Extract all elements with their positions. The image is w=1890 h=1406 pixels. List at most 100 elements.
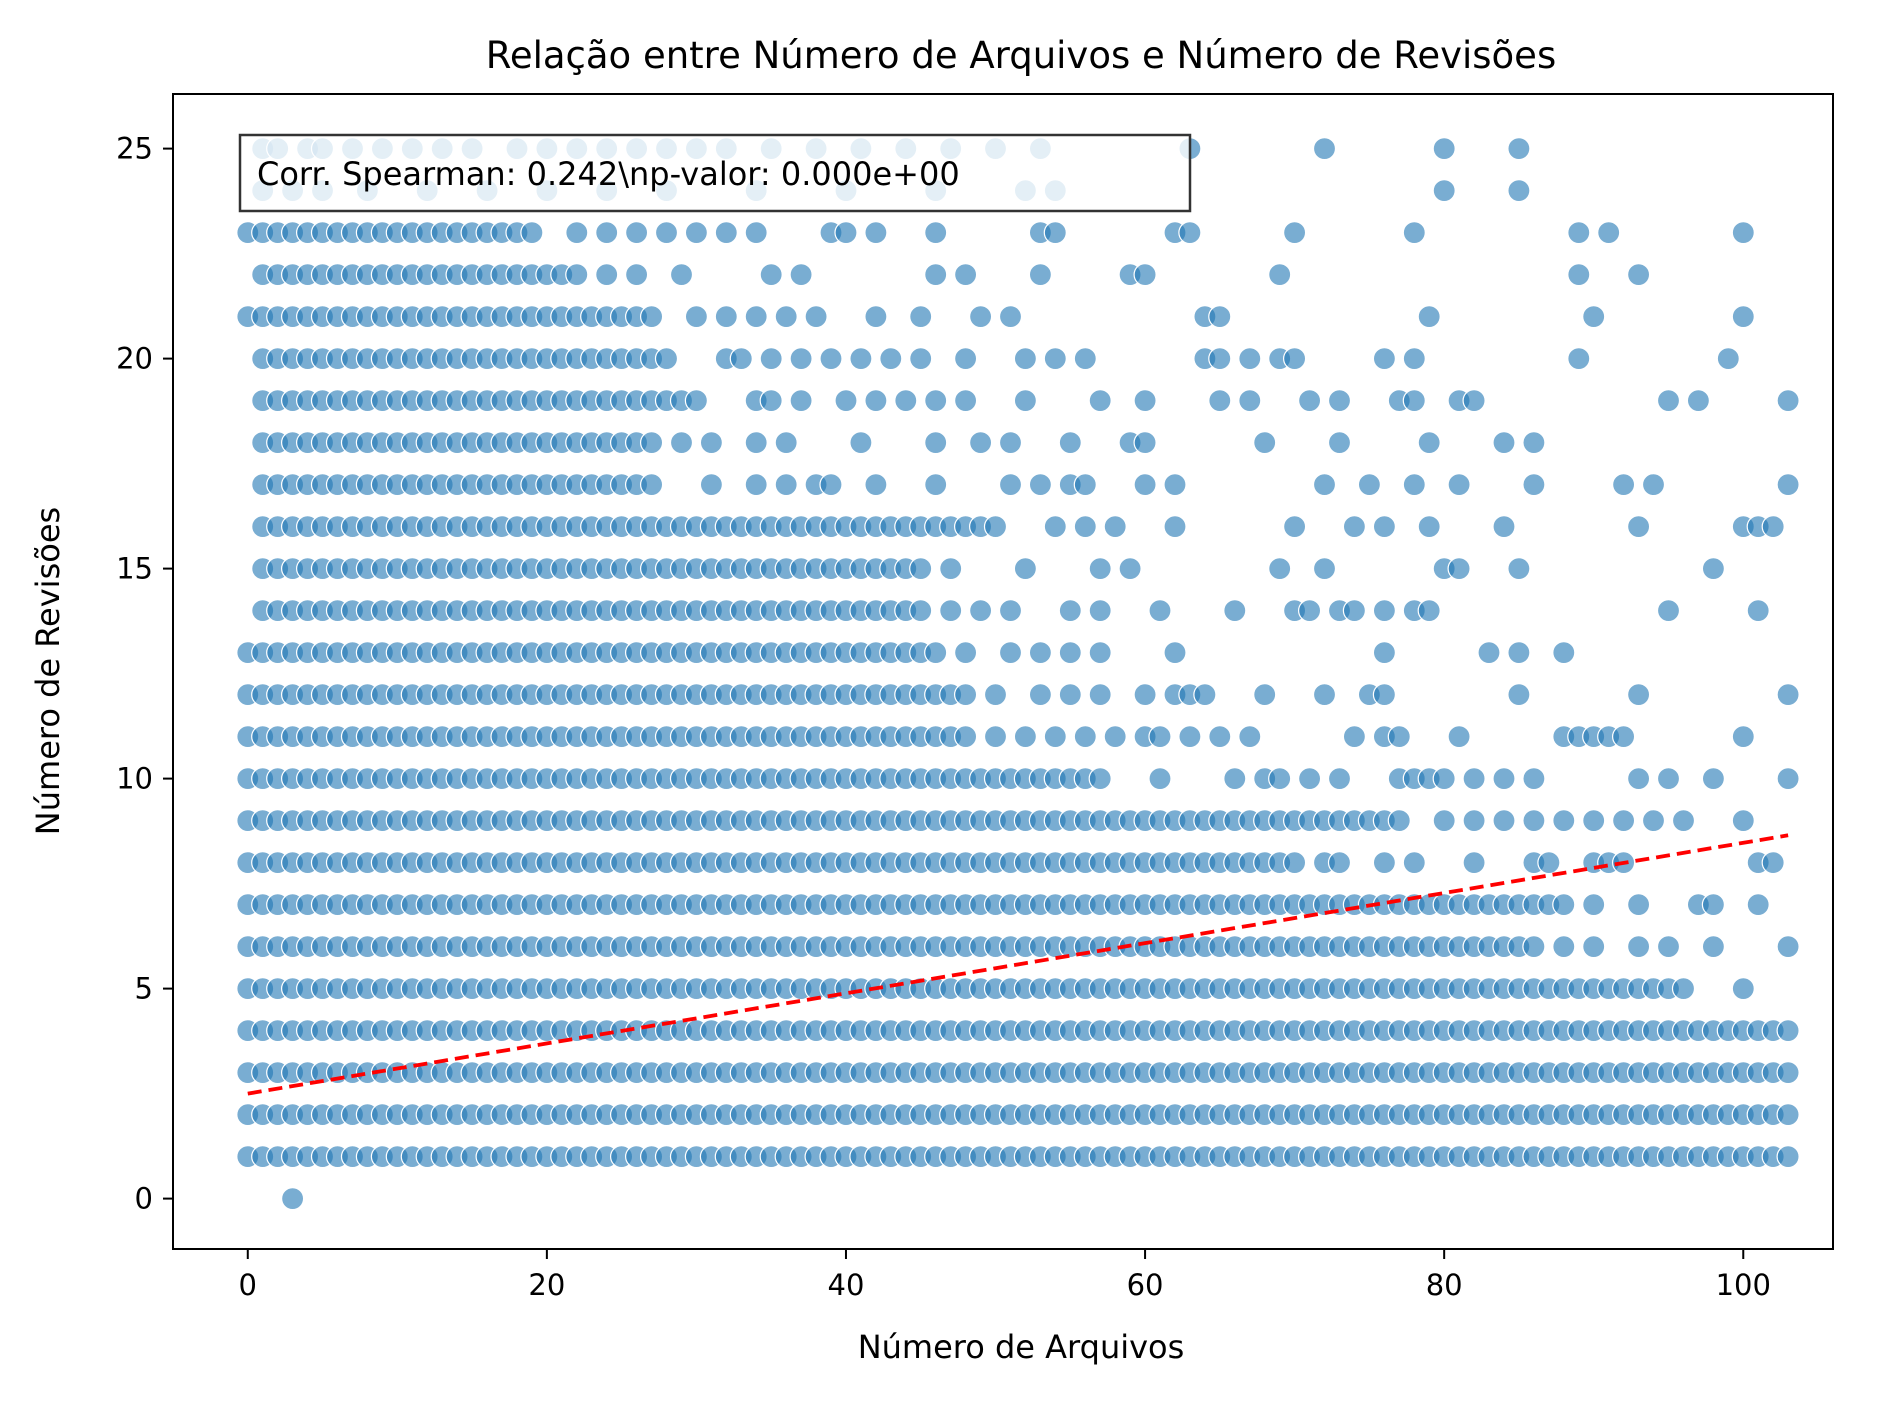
scatter-point [744,221,768,245]
scatter-point [1626,892,1651,917]
scatter-point [1701,892,1726,917]
scatter-point [1462,850,1486,875]
scatter-point [1043,347,1067,371]
y-tick-label: 25 [116,132,153,166]
scatter-point [1073,724,1097,749]
scatter-point [909,305,933,329]
scatter-point [1641,808,1666,833]
scatter-point [983,514,1008,539]
scatter-point [1582,892,1606,917]
scatter-point [684,389,709,413]
scatter-point [1597,221,1621,245]
scatter-point [1028,682,1053,707]
scatter-points [236,137,1800,1211]
scatter-point [1133,431,1157,455]
scatter-point [1193,682,1217,707]
scatter-point [968,431,993,455]
scatter-point [1148,724,1172,749]
scatter-point [1312,137,1337,161]
scatter-point [953,640,978,665]
scatter-point [1208,389,1232,413]
scatter-point [1088,556,1112,581]
scatter-point [1776,389,1800,413]
scatter-point [819,347,843,371]
scatter-point [1103,724,1127,749]
scatter-point [1417,305,1441,329]
scatter-point [1327,389,1352,413]
scatter-point [789,389,813,413]
scatter-point [909,556,933,581]
scatter-point [1118,556,1142,581]
scatter-point [1552,892,1576,917]
scatter-point [774,473,798,497]
scatter-point [1477,640,1501,665]
scatter-point [1088,389,1112,413]
scatter-point [1611,808,1636,833]
scatter-point [1492,514,1516,539]
scatter-point [1073,473,1097,497]
y-tick-label: 10 [116,762,153,796]
scatter-point [924,473,948,497]
scatter-point [968,305,993,329]
scatter-point [744,305,768,329]
x-tick-label: 0 [239,1268,257,1302]
scatter-point [759,263,783,287]
scatter-point [1133,682,1157,707]
scatter-point [1582,934,1606,959]
scatter-point [849,431,873,455]
chart-title: Relação entre Número de Arquivos e Númer… [486,34,1556,77]
scatter-point [1372,850,1397,875]
scatter-point [565,263,589,287]
y-tick-label: 20 [116,342,153,376]
scatter-point [1671,976,1696,1001]
scatter-point [1432,137,1456,161]
scatter-point [1746,598,1770,623]
scatter-point [774,305,798,329]
scatter-point [1522,934,1546,959]
scatter-point [1507,682,1531,707]
scatter-point [1761,850,1785,875]
scatter-point [1402,850,1426,875]
scatter-point [924,263,948,287]
scatter-point [953,347,978,371]
scatter-point [654,221,679,245]
scatter-point [1312,473,1337,497]
scatter-point [1432,179,1456,203]
scatter-point [1372,682,1397,707]
scatter-point [1641,473,1666,497]
scatter-point [1671,808,1696,833]
annotation-box [238,133,1192,213]
scatter-point [1716,347,1740,371]
scatter-point [1312,556,1337,581]
scatter-point [998,640,1023,665]
scatter-point [1402,347,1426,371]
x-axis-label: Número de Arquivos [858,1328,1185,1366]
scatter-point [1626,766,1651,791]
scatter-point [953,263,978,287]
scatter-point [1522,473,1546,497]
scatter-point [1746,892,1770,917]
scatter-point [998,598,1023,623]
scatter-point [1387,808,1411,833]
scatter-point [924,640,948,665]
scatter-point [774,431,798,455]
scatter-point [1148,598,1172,623]
scatter-point [1462,808,1486,833]
scatter-point [565,221,589,245]
scatter-point [1656,934,1681,959]
scatter-point [1372,598,1397,623]
scatter-point [1626,263,1651,287]
scatter-point [1522,808,1546,833]
scatter-point [1163,514,1187,539]
scatter-point [1537,850,1561,875]
scatter-point [1447,473,1471,497]
scatter-point [1656,766,1681,791]
scatter-point [1282,514,1307,539]
x-axis: 0 20 40 60 80 100 [239,1249,1771,1302]
scatter-point [968,598,993,623]
scatter-point [1626,682,1651,707]
scatter-point [1312,682,1337,707]
scatter-point [1402,389,1426,413]
correlation-annotation: Corr. Spearman: 0.242\np-valor: 0.000e+0… [238,133,1192,213]
